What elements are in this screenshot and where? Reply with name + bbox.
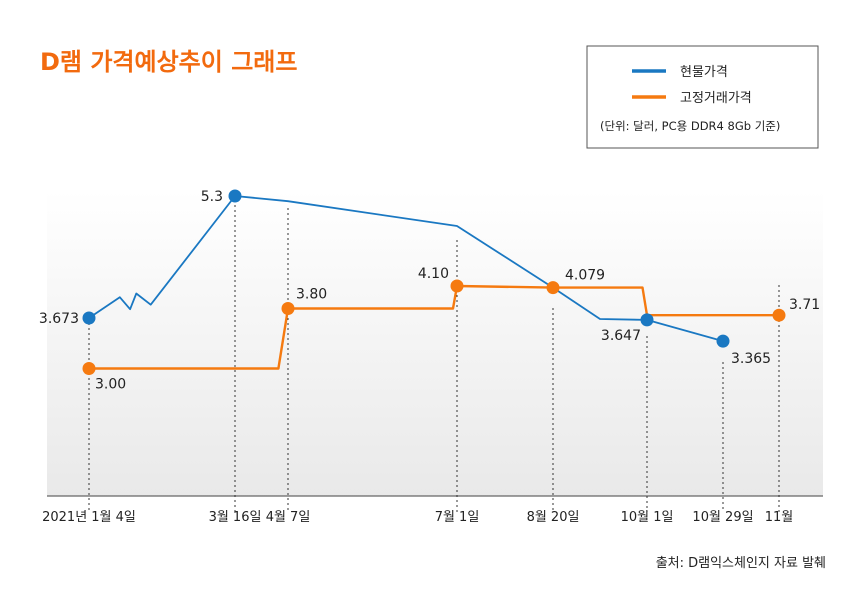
spot-point-marker	[228, 189, 242, 203]
x-tick-label: 2021년 1월 4일	[42, 510, 136, 525]
x-tick-label: 11월	[765, 510, 794, 525]
data-label: 4.10	[418, 266, 449, 282]
data-label: 3.00	[95, 377, 126, 393]
spot-point-marker	[716, 334, 730, 348]
spot-point-marker	[640, 313, 654, 327]
legend-label-contract: 고정거래가격	[680, 91, 752, 106]
x-tick-label: 8월 20일	[527, 510, 580, 525]
x-tick-label: 10월 29일	[692, 510, 753, 525]
source-note: 출처: D램익스체인지 자료 발췌	[656, 556, 826, 571]
data-label: 3.673	[39, 311, 79, 327]
legend-label-spot: 현물가격	[680, 65, 728, 80]
data-label: 3.365	[731, 351, 771, 367]
legend: 현물가격 고정거래가격 (단위: 달러, PC용 DDR4 8Gb 기준)	[586, 45, 819, 149]
x-tick-label: 3월 16일	[209, 510, 262, 525]
x-tick-label: 7월 1일	[435, 510, 480, 525]
contract-point-marker	[82, 362, 96, 375]
series-line-spot	[88, 195, 724, 342]
data-label: 3.80	[296, 287, 327, 303]
x-tick-label: 4월 7일	[266, 510, 311, 525]
plot-background	[47, 190, 823, 496]
data-label: 3.71	[789, 297, 820, 313]
data-label: 5.3	[201, 189, 223, 205]
legend-unit-note: (단위: 달러, PC용 DDR4 8Gb 기준)	[600, 119, 780, 133]
x-tick-labels: 2021년 1월 4일 3월 16일 4월 7일 7월 1일 8월 20일 10월 1일 1…	[42, 510, 793, 525]
x-tick-label: 10월 1일	[621, 510, 674, 525]
data-label: 4.079	[565, 268, 605, 284]
data-label: 3.647	[601, 328, 641, 344]
contract-point-marker	[546, 281, 560, 295]
contract-point-marker	[772, 308, 786, 322]
data-labels: 3.673 5.3 3.647 3.365 3.00 3.80 4.10 4.079 3.71	[39, 189, 820, 393]
contract-point-marker	[450, 279, 464, 293]
chart-title: D램 가격예상추이 그래프	[40, 48, 297, 76]
markers-layer	[82, 189, 786, 375]
contract-point-marker	[281, 302, 295, 315]
spot-point-marker	[82, 311, 96, 325]
legend-box	[586, 45, 819, 149]
